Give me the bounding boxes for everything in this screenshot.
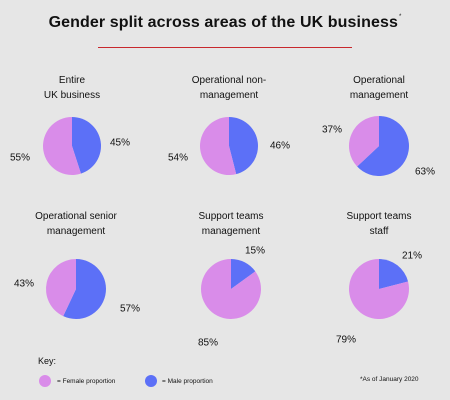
- pie-label-line: staff: [369, 226, 389, 237]
- pie-slice-female-opnonmgmt: [200, 117, 237, 175]
- pie-label-line: Entire: [58, 75, 86, 86]
- pie-label-opmgmt: Operational management: [350, 73, 408, 103]
- male-key-label: = Male proportion: [162, 378, 213, 385]
- pie-label-line: management: [201, 226, 261, 237]
- male-pct-label-entire: 45%: [109, 137, 131, 149]
- pie-label-supstaff: Support teams staff: [346, 209, 411, 239]
- pie-slice-male-opsenior: [63, 259, 107, 320]
- male-pct-label-supstaff: 21%: [401, 250, 423, 262]
- pie-slice-female-opmgmt: [349, 116, 379, 167]
- male-key-swatch: [145, 375, 157, 387]
- footnote: *As of January 2020: [360, 376, 419, 383]
- pie-label-line: Support teams: [346, 211, 412, 222]
- pie-slice-female-opsenior: [46, 259, 76, 317]
- pie-slice-male-entire: [72, 117, 101, 174]
- title-footnote-marker: *: [398, 14, 402, 20]
- pie-slice-male-opmgmt: [357, 116, 410, 176]
- pie-label-opnonmgmt: Operational non-management: [192, 73, 267, 103]
- pie-label-line: Operational senior: [35, 211, 117, 222]
- pie-label-supmgmt: Support teams management: [198, 209, 263, 239]
- pie-slice-female-supmgmt: [200, 259, 261, 319]
- pie-slice-female-entire: [42, 117, 81, 175]
- female-pct-label-opsenior: 43%: [13, 278, 35, 290]
- pie-label-line: management: [199, 90, 259, 101]
- male-pct-label-opnonmgmt: 46%: [269, 140, 291, 152]
- pie-slice-male-supstaff: [379, 259, 409, 289]
- pie-label-opsenior: Operational senior management: [35, 209, 117, 239]
- pie-slice-male-supmgmt: [231, 259, 256, 289]
- pie-label-line: Support teams: [198, 211, 264, 222]
- chart-title: Gender split across areas of the UK busi…: [48, 14, 402, 31]
- male-pct-label-opmgmt: 63%: [414, 166, 436, 178]
- pie-label-line: UK business: [43, 90, 101, 101]
- female-pct-label-supstaff: 79%: [335, 334, 357, 346]
- female-pct-label-opnonmgmt: 54%: [167, 152, 189, 164]
- title-divider: [98, 47, 352, 48]
- pie-label-line: Operational: [353, 75, 405, 86]
- male-pct-label-opsenior: 57%: [119, 303, 141, 315]
- pie-label-line: management: [46, 226, 106, 237]
- pie-slice-male-opnonmgmt: [229, 117, 258, 175]
- female-pct-label-supmgmt: 85%: [197, 337, 219, 349]
- pie-label-line: management: [349, 90, 409, 101]
- pie-label-entire: Entire UK business: [44, 73, 100, 103]
- female-key-swatch: [39, 375, 51, 387]
- key-title: Key:: [38, 356, 57, 366]
- female-pct-label-opmgmt: 37%: [321, 124, 343, 136]
- female-pct-label-entire: 55%: [9, 152, 31, 164]
- female-key-label: = Female proportion: [57, 378, 116, 385]
- pie-slice-female-supstaff: [349, 259, 409, 320]
- pie-label-line: Operational non-: [191, 75, 267, 86]
- male-pct-label-supmgmt: 15%: [244, 245, 266, 257]
